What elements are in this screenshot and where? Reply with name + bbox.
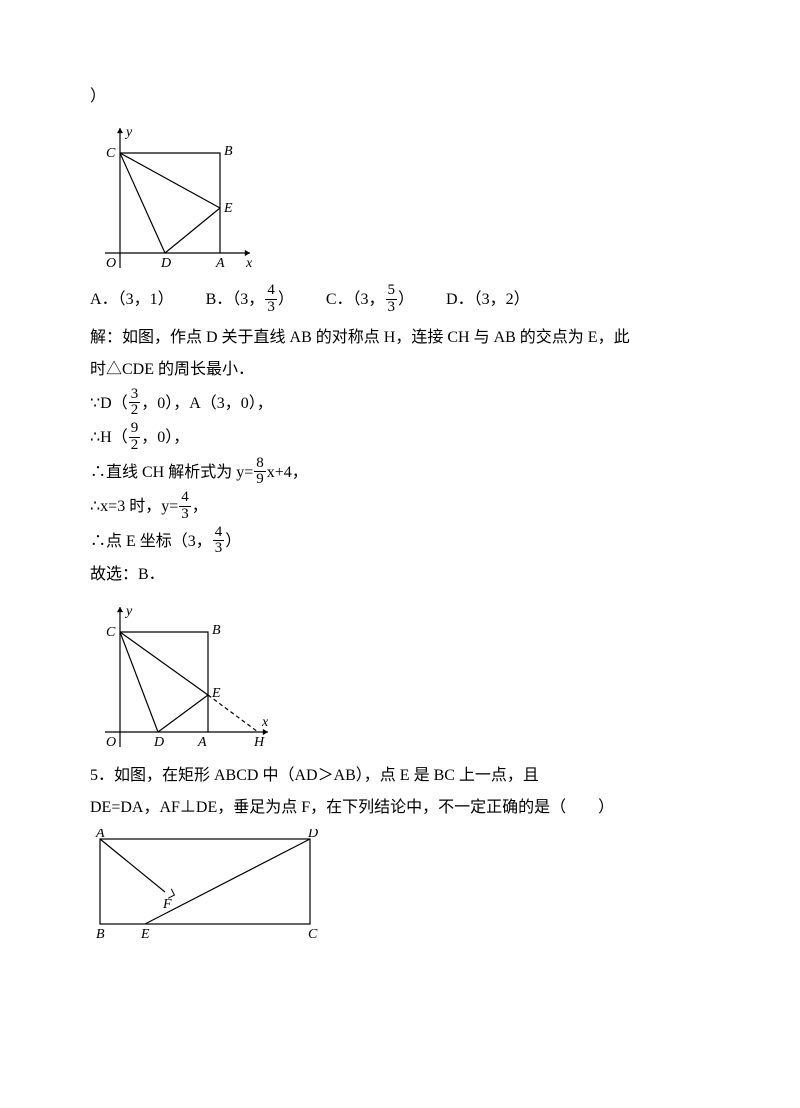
svg-text:D: D [160,256,171,271]
option-c-letter: C [326,291,337,308]
svg-text:D: D [153,735,164,750]
svg-text:E: E [223,201,233,216]
svg-text:B: B [96,927,105,939]
option-b-letter: B [206,291,217,308]
frac-3-2: 32 [129,387,141,420]
svg-text:F: F [162,897,172,912]
q5-line-2: DE=DA，AF⊥DE，垂足为点 F，在下列结论中，不一定正确的是（ ） [90,793,710,823]
svg-text:y: y [124,125,133,140]
solution-line-2: ∵D（32，0），A（3，0）， [90,388,710,421]
solution-line-3: ∴H（92，0）， [90,422,710,455]
solution-line-6: ∴点 E 坐标（3，43） [90,526,710,559]
svg-text:O: O [106,256,116,271]
svg-text:H: H [253,735,265,750]
svg-text:O: O [106,735,116,750]
option-a: A．（3，1） [90,285,174,315]
svg-text:C: C [106,146,116,161]
svg-text:E: E [140,927,150,939]
closing-paren: ） [90,82,710,112]
option-c-frac: 53 [386,283,398,316]
solution-line-1b: 时△CDE 的周长最小． [90,355,710,385]
option-b: B．（3，43） [206,284,294,317]
svg-text:x: x [261,715,269,730]
options-row: A．（3，1） B．（3，43） C．（3，53） D．（3，2） [90,284,710,317]
svg-text:A: A [197,735,207,750]
svg-text:B: B [212,623,221,638]
solution-line-7: 故选：B． [90,560,710,590]
option-d-letter: D [446,291,458,308]
svg-text:E: E [211,686,221,701]
option-c: C．（3，53） [326,284,414,317]
svg-text:A: A [95,829,105,841]
solution-line-1: 解：如图，作点 D 关于直线 AB 的对称点 H，连接 CH 与 AB 的交点为… [90,323,710,353]
solution-line-5: ∴x=3 时，y=43， [90,491,710,524]
svg-text:C: C [106,625,116,640]
svg-text:D: D [307,829,318,841]
svg-text:B: B [224,144,233,159]
svg-text:C: C [308,927,318,939]
figure-1: Ox yC B A D E [90,118,260,278]
option-d: D．（3，2） [446,285,530,315]
figure-3: A D B C E F [90,829,320,939]
solution-line-4: ∴直线 CH 解析式为 y=89x+4， [90,457,710,490]
frac-9-2: 92 [129,421,141,454]
frac-8-9: 89 [254,456,266,489]
svg-text:A: A [215,256,225,271]
svg-text:x: x [245,256,253,271]
figure-2: Ox yC B A D E H [90,597,280,757]
q5-line-1: 5．如图，在矩形 ABCD 中（AD＞AB），点 E 是 BC 上一点，且 [90,761,710,791]
svg-text:y: y [124,604,133,619]
frac-4-3-b: 43 [213,525,225,558]
frac-4-3-a: 43 [179,490,191,523]
option-b-frac: 43 [265,283,277,316]
option-a-letter: A [90,291,102,308]
